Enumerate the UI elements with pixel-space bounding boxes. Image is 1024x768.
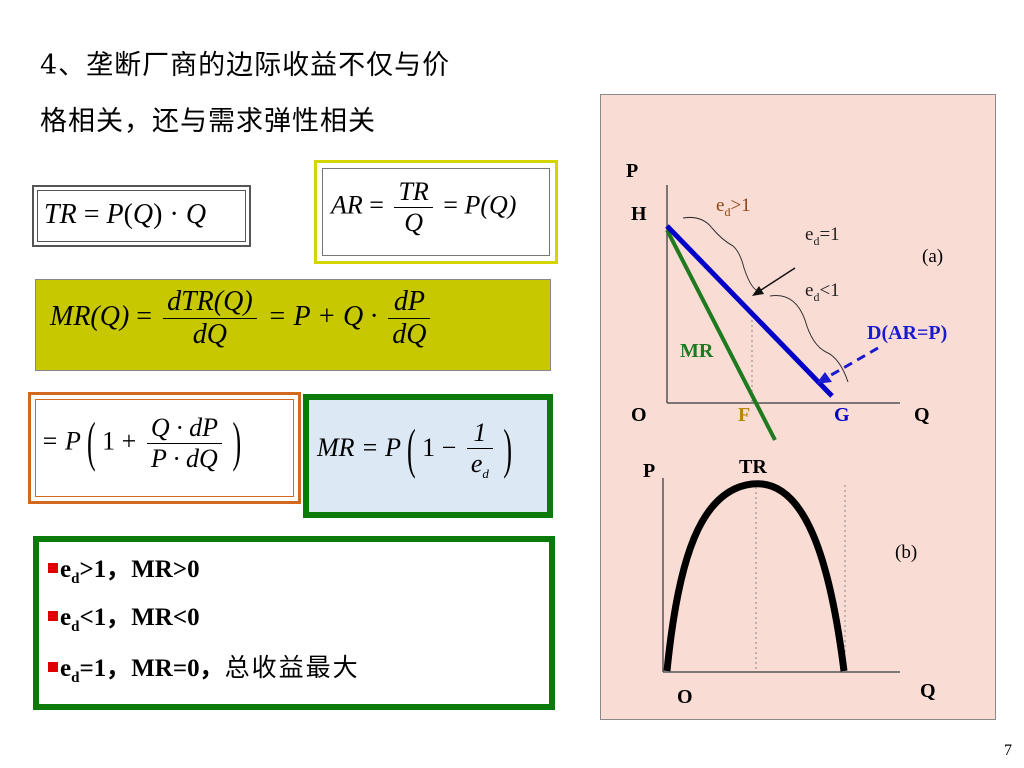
ar-rhs: P(Q) — [464, 190, 517, 220]
tr-lhs: TR — [44, 199, 77, 230]
conclusion-sub: d — [71, 619, 80, 635]
bullet-icon — [48, 563, 58, 574]
conclusion-text: >1，MR>0 — [79, 556, 200, 583]
conclusions-box — [33, 536, 555, 710]
conclusion-e: e — [60, 556, 72, 583]
conclusion-item-2: ed<1，MR<0 — [48, 597, 200, 636]
tr-equals: = — [83, 199, 100, 230]
mr-denominator: dQ — [192, 319, 227, 351]
graph-b-panel-label: (b) — [895, 542, 918, 563]
ar-equals: = — [369, 190, 384, 220]
graph-panel — [600, 94, 996, 720]
elasticity-greater-label: ed>1 — [716, 195, 751, 220]
ar-equals-2: = — [443, 190, 458, 220]
mr-elasticity-denominator-sub: d — [482, 466, 489, 482]
elasticity-e: e — [716, 195, 725, 216]
mr-curve — [665, 229, 777, 441]
ar-numerator: TR — [394, 177, 433, 208]
conclusion-text: =1，MR=0， — [79, 655, 225, 682]
mr-expanded-numerator: Q · dP — [146, 413, 222, 444]
conclusion-item-1: ed>1，MR>0 — [48, 549, 200, 588]
tr-price: P — [106, 199, 124, 230]
elasticity-e: e — [805, 280, 814, 301]
mr-middle: = P + Q · — [267, 301, 378, 333]
ar-formula-box: AR = TR Q = P(Q) — [314, 160, 558, 264]
conclusion-text: <1，MR<0 — [79, 604, 200, 631]
arrowhead-icon — [816, 372, 832, 384]
graph-b-q-label: Q — [920, 680, 936, 702]
mr-expanded-one: 1 + — [102, 426, 137, 456]
conclusion-item-3: ed=1，MR=0，总收益最大 — [48, 648, 360, 687]
graph-a-panel-label: (a) — [922, 246, 944, 267]
mr-elasticity-one: 1 − — [422, 432, 457, 462]
graph-a-o-label: O — [631, 404, 647, 426]
mr-formula-box: MR(Q) = dTR(Q) dQ = P + Q · dP dQ — [35, 279, 551, 371]
conclusion-e: e — [60, 604, 72, 631]
ar-lhs: AR — [331, 190, 363, 220]
mr-numerator-2: dP — [388, 286, 431, 320]
brace-elastic — [682, 217, 761, 292]
graph-b-o-label: O — [677, 686, 693, 708]
arrowhead-icon — [752, 286, 764, 296]
elasticity-rest: <1 — [819, 280, 840, 301]
conclusion-sub: d — [71, 571, 80, 587]
tr-quantity-2: Q — [185, 199, 207, 230]
mr-curve-label: MR — [680, 340, 714, 362]
mr-equals: = — [136, 301, 153, 333]
conclusion-sub: d — [71, 670, 80, 686]
mr-elasticity-lhs: MR = P — [317, 432, 401, 462]
elasticity-less-label: ed<1 — [805, 280, 840, 305]
elasticity-sub: d — [724, 204, 731, 219]
tr-curve-label: TR — [739, 456, 767, 478]
conclusion-e: e — [60, 655, 72, 682]
elasticity-e: e — [805, 224, 814, 245]
tr-curve — [663, 480, 848, 672]
demand-label-arrow — [825, 346, 879, 380]
elasticity-rest: >1 — [730, 195, 751, 216]
mr-numerator: dTR(Q) — [163, 286, 257, 320]
bullet-icon — [48, 611, 58, 622]
elasticity-one-arrow — [757, 267, 796, 293]
mr-elasticity-numerator: 1 — [466, 418, 493, 449]
graph-b-p-label: P — [643, 460, 656, 482]
graph-a-h-label: H — [631, 203, 647, 225]
demand-curve-label: D(AR=P) — [867, 322, 948, 344]
graph-a-p-label: P — [626, 160, 639, 182]
mr-lhs: MR(Q) — [50, 301, 130, 333]
demand-curve — [665, 224, 834, 398]
tr-quantity: Q — [132, 199, 154, 230]
mr-expanded-lead: = P — [41, 426, 81, 456]
elasticity-sub: d — [813, 289, 820, 304]
tr-formula-box: TR = P(Q) · Q — [32, 185, 251, 247]
mr-elasticity-denominator: e — [470, 448, 483, 478]
elasticity-equal-label: ed=1 — [805, 224, 840, 249]
page-number: 7 — [1004, 742, 1012, 759]
brace-inelastic — [769, 295, 849, 383]
bullet-icon — [48, 662, 58, 673]
graph-a-q-label: Q — [914, 404, 930, 426]
mr-elasticity-box: MR = P ( 1 − 1 ed ) — [303, 394, 553, 518]
heading-line-2: 格相关，还与需求弹性相关 — [40, 106, 376, 137]
tr-dot: · — [169, 199, 179, 230]
heading-line-1: 4、垄断厂商的边际收益不仅与价 — [40, 50, 451, 81]
mr-expanded-denominator: P · dQ — [151, 443, 218, 473]
graph-a-f-label: F — [738, 404, 751, 426]
ar-denominator: Q — [404, 207, 423, 237]
elasticity-sub: d — [813, 233, 820, 248]
mr-expanded-box: = P ( 1 + Q · dP P · dQ ) — [28, 392, 301, 504]
slide-heading: 4、垄断厂商的边际收益不仅与价 格相关，还与需求弹性相关 — [40, 38, 560, 150]
mr-denominator-2: dQ — [392, 319, 427, 351]
elasticity-rest: =1 — [819, 224, 840, 245]
graph-a-g-label: G — [834, 404, 850, 426]
conclusion-note: 总收益最大 — [224, 653, 360, 682]
